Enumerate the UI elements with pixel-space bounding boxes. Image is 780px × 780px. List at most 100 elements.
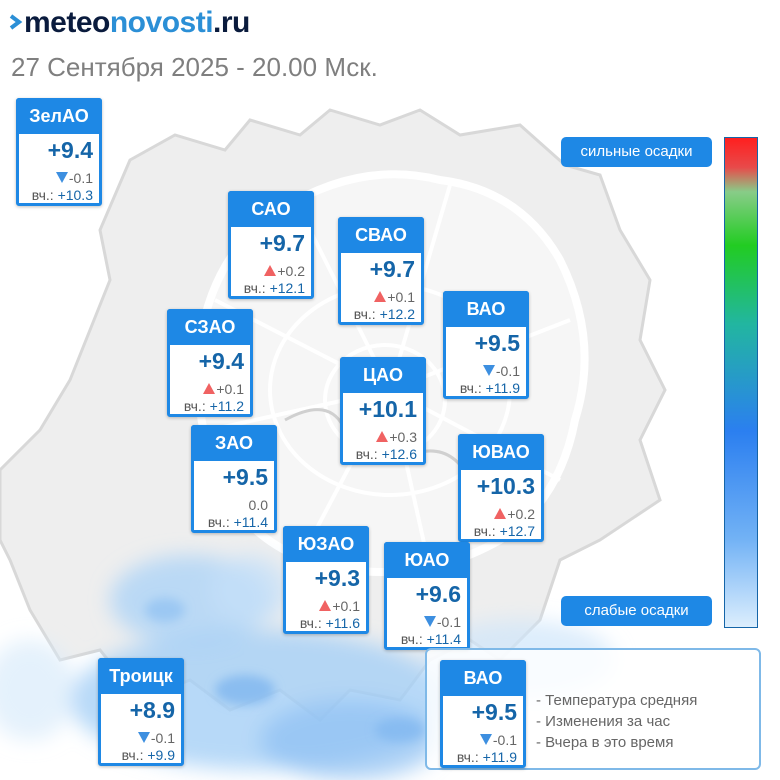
change-value: -0.1 — [495, 363, 520, 379]
precipitation-color-scale — [724, 137, 758, 628]
hourly-change: -0.1 — [55, 170, 93, 186]
district-name: ЦАО — [340, 357, 426, 393]
yesterday-value: вч.: +10.3 — [32, 187, 93, 203]
district-card-yuao: ЮАО +9.6 -0.1 вч.: +11.4 — [384, 542, 470, 650]
change-value: +0.1 — [216, 381, 244, 397]
legend-box: ВАО +9.5 -0.1 вч.: +11.9 - Температура с… — [425, 648, 761, 770]
triangle-down-icon — [479, 734, 492, 745]
yesterday-value: вч.: +12.2 — [354, 306, 415, 322]
district-card-cao: ЦАО +10.1 +0.3 вч.: +12.6 — [340, 357, 426, 465]
date-time-subtitle: 27 Сентября 2025 - 20.00 Мск. — [11, 52, 378, 82]
yesterday-value: вч.: +11.4 — [208, 514, 268, 530]
yesterday-label: вч.: — [121, 747, 144, 763]
change-value: +0.2 — [277, 263, 305, 279]
logo-text-meteo: meteo — [24, 6, 110, 39]
yesterday-value: вч.: +12.7 — [474, 523, 535, 539]
district-name: ЗАО — [191, 425, 277, 461]
change-value: +0.3 — [389, 429, 417, 445]
change-value: +0.1 — [387, 289, 415, 305]
district-card-troitsk: Троицк +8.9 -0.1 вч.: +9.9 — [98, 658, 184, 766]
yesterday-temp: +11.9 — [485, 380, 520, 396]
legend-item-hourly-change: - Изменения за час — [536, 713, 671, 730]
yesterday-label: вч.: — [473, 523, 496, 539]
legend-item-average-temp: - Температура средняя — [536, 692, 698, 709]
triangle-down-icon — [55, 172, 68, 183]
district-name: СВАО — [338, 217, 424, 253]
change-value: +0.2 — [507, 506, 535, 522]
precipitation-cores — [145, 598, 425, 742]
triangle-up-icon — [319, 600, 332, 611]
yesterday-label: вч.: — [459, 380, 482, 396]
change-value: -0.1 — [68, 170, 93, 186]
yesterday-label: вч.: — [353, 306, 376, 322]
site-logo: meteonovosti.ru — [9, 6, 250, 40]
district-temperature: +9.5 — [471, 699, 517, 725]
legend-items: - Температура средняя - Изменения за час… — [536, 690, 697, 753]
hourly-change: +0.1 — [203, 381, 244, 397]
hourly-change: -0.1 — [137, 730, 175, 746]
district-card-svao: СВАО +9.7 +0.1 вч.: +12.2 — [338, 217, 424, 325]
district-name: ЮАО — [384, 542, 470, 578]
hourly-change: -0.1 — [482, 363, 520, 379]
hourly-change: +0.2 — [494, 506, 535, 522]
yesterday-value: вч.: +11.2 — [184, 398, 244, 414]
district-temperature: +9.4 — [198, 348, 244, 374]
yesterday-label: вч.: — [355, 446, 378, 462]
change-value: +0.1 — [332, 598, 360, 614]
district-temperature: +9.7 — [369, 256, 415, 282]
district-card-zelao: ЗелАО +9.4 -0.1 вч.: +10.3 — [16, 98, 102, 206]
yesterday-label: вч.: — [299, 615, 322, 631]
yesterday-label: вч.: — [31, 187, 54, 203]
district-temperature: +10.3 — [476, 473, 535, 499]
change-value: -0.1 — [436, 614, 461, 630]
yesterday-value: вч.: +11.9 — [457, 749, 517, 765]
district-card-yuvao: ЮВАО +10.3 +0.2 вч.: +12.7 — [458, 434, 544, 542]
hourly-change: +0.1 — [319, 598, 360, 614]
yesterday-value: вч.: +12.6 — [356, 446, 417, 462]
yesterday-temp: +11.2 — [209, 398, 244, 414]
yesterday-value: вч.: +11.4 — [401, 631, 461, 647]
yesterday-temp: +11.9 — [482, 749, 517, 765]
district-temperature: +10.1 — [358, 396, 417, 422]
yesterday-temp: +9.9 — [147, 747, 175, 763]
district-card-yuzao: ЮЗАО +9.3 +0.1 вч.: +11.6 — [283, 526, 369, 634]
yesterday-temp: +11.4 — [426, 631, 461, 647]
yesterday-label: вч.: — [183, 398, 206, 414]
district-temperature: +9.6 — [415, 581, 461, 607]
change-value: -0.1 — [492, 732, 517, 748]
district-name: ЮВАО — [458, 434, 544, 470]
triangle-down-icon — [137, 732, 150, 743]
yesterday-label: вч.: — [456, 749, 479, 765]
triangle-up-icon — [264, 265, 277, 276]
triangle-up-icon — [376, 431, 389, 442]
scale-label-heavy: сильные осадки — [561, 137, 712, 167]
yesterday-value: вч.: +11.6 — [300, 615, 360, 631]
triangle-down-icon — [482, 365, 495, 376]
triangle-down-icon — [423, 616, 436, 627]
district-card-vao: ВАО +9.5 -0.1 вч.: +11.9 — [443, 291, 529, 399]
hourly-change: +0.2 — [264, 263, 305, 279]
yesterday-temp: +11.4 — [233, 514, 268, 530]
triangle-up-icon — [203, 383, 216, 394]
yesterday-value: вч.: +9.9 — [122, 747, 175, 763]
district-name: ВАО — [440, 660, 526, 696]
district-name: СЗАО — [167, 309, 253, 345]
hourly-change: +0.3 — [376, 429, 417, 445]
district-temperature: +9.5 — [474, 330, 520, 356]
district-temperature: +9.3 — [314, 565, 360, 591]
yesterday-temp: +10.3 — [57, 187, 93, 203]
yesterday-value: вч.: +11.9 — [460, 380, 520, 396]
scale-label-light: слабые осадки — [561, 596, 712, 626]
yesterday-value: вч.: +12.1 — [244, 280, 305, 296]
district-name: ЮЗАО — [283, 526, 369, 562]
district-name: Троицк — [98, 658, 184, 694]
district-temperature: +9.7 — [259, 230, 305, 256]
yesterday-label: вч.: — [400, 631, 423, 647]
hourly-change: -0.1 — [423, 614, 461, 630]
district-temperature: +9.4 — [47, 137, 93, 163]
hourly-change: 0.0 — [249, 497, 268, 513]
yesterday-temp: +12.2 — [379, 306, 415, 322]
district-temperature: +9.5 — [222, 464, 268, 490]
district-card-sao: САО +9.7 +0.2 вч.: +12.1 — [228, 191, 314, 299]
